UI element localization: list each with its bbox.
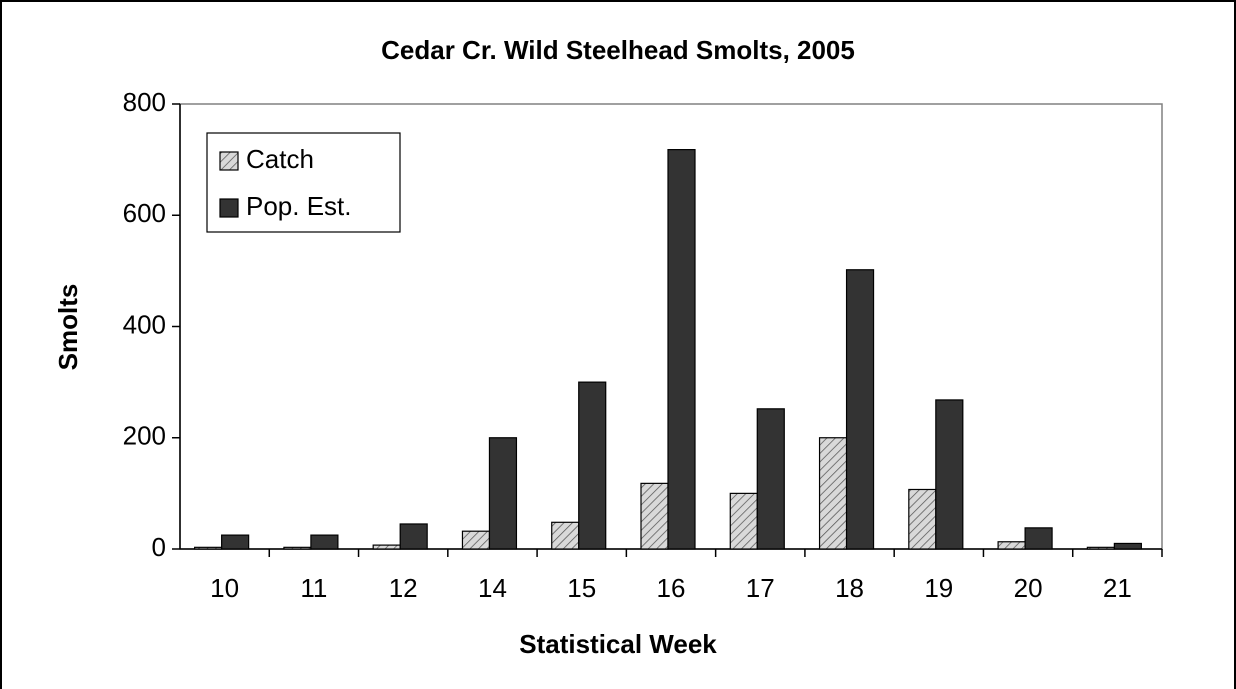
bar xyxy=(221,534,250,550)
x-tick-label: 20 xyxy=(1014,573,1043,603)
y-tick-label: 400 xyxy=(123,309,166,339)
bar xyxy=(310,534,339,550)
bar xyxy=(551,521,580,550)
bar xyxy=(399,523,428,550)
bar xyxy=(194,546,223,550)
bar xyxy=(1024,527,1053,550)
y-tick-label: 200 xyxy=(123,421,166,451)
bar xyxy=(640,482,669,550)
y-tick-label: 600 xyxy=(123,198,166,228)
legend-swatch xyxy=(219,198,239,218)
bar xyxy=(997,541,1026,550)
bar xyxy=(756,408,785,550)
x-tick-label: 10 xyxy=(210,573,239,603)
legend-swatch xyxy=(219,151,239,171)
x-tick-label: 11 xyxy=(300,573,327,603)
bar xyxy=(488,437,518,550)
x-tick-label: 15 xyxy=(567,573,596,603)
x-axis-label: Statistical Week xyxy=(519,629,717,659)
bar xyxy=(283,546,312,550)
bar xyxy=(1113,542,1142,550)
x-tick-label: 16 xyxy=(657,573,686,603)
x-tick-label: 17 xyxy=(746,573,775,603)
x-tick-label: 14 xyxy=(478,573,507,603)
y-tick-label: 0 xyxy=(152,532,166,562)
legend-label: Pop. Est. xyxy=(246,191,352,221)
bar xyxy=(461,530,491,550)
legend-label: Catch xyxy=(246,144,314,174)
bar xyxy=(908,488,937,550)
bar xyxy=(372,544,401,550)
legend-box xyxy=(206,132,401,233)
bar xyxy=(845,269,875,550)
bar xyxy=(818,437,848,550)
bar xyxy=(729,492,758,550)
x-tick-label: 12 xyxy=(389,573,418,603)
x-tick-label: 21 xyxy=(1103,573,1132,603)
x-tick-label: 18 xyxy=(835,573,864,603)
y-tick-label: 800 xyxy=(123,87,166,117)
bar xyxy=(935,399,964,550)
chart-title: Cedar Cr. Wild Steelhead Smolts, 2005 xyxy=(381,35,855,65)
y-axis-label: Smolts xyxy=(53,284,83,371)
bar xyxy=(1086,546,1115,550)
bar xyxy=(667,149,696,550)
x-tick-label: 19 xyxy=(924,573,953,603)
bar xyxy=(578,381,607,550)
